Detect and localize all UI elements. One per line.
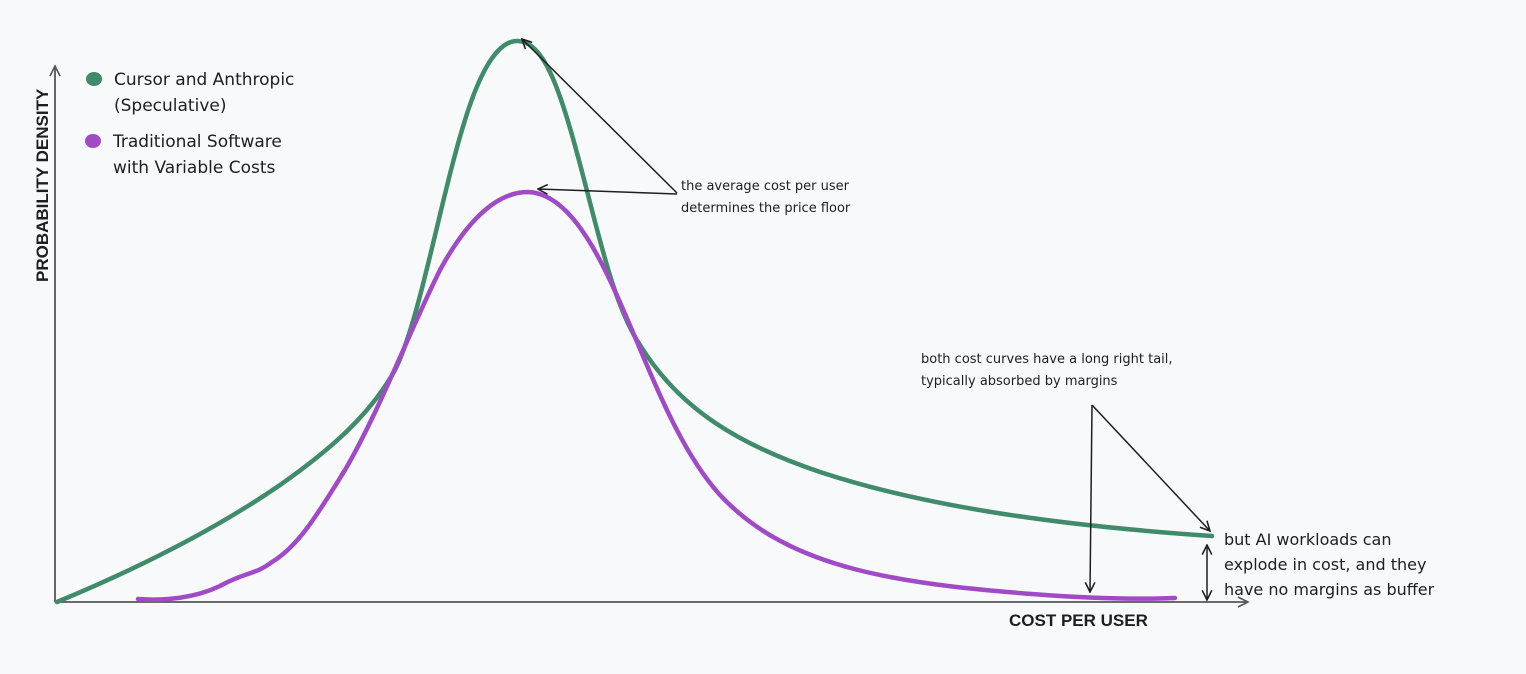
series-traditional-software-curve [135,189,1178,602]
series-cursor-anthropic-curve [54,38,1215,605]
arrow-to-purple-tail [1090,404,1092,592]
legend-label: Cursor and Anthropic [114,70,294,90]
annotation-text-line1: but AI workloads can [1224,530,1391,549]
arrow-to-purple-peak [538,189,678,194]
annotation-text-line1: the average cost per user [681,179,850,194]
arrow-to-green-peak [522,39,678,194]
x-axis-label: COST PER USER [1009,611,1148,630]
annotation-text-line1: both cost curves have a long right tail, [921,352,1173,367]
annotation-text-line3: have no margins as buffer [1224,580,1435,599]
annotation-text-line2: explode in cost, and they [1224,555,1426,574]
legend-item-cursor-anthropic: Cursor and Anthropic (Speculative) [86,70,294,116]
legend-swatch-green [86,72,102,86]
legend-label: Traditional Software [112,132,282,152]
legend-label-line2: with Variable Costs [113,158,275,178]
y-axis-label: PROBABILITY DENSITY [33,88,52,282]
legend-label-line2: (Speculative) [114,96,226,116]
annotation-long-tail: both cost curves have a long right tail,… [921,352,1210,592]
legend-item-traditional-software: Traditional Software with Variable Costs [85,132,282,178]
arrow-to-green-tail [1091,404,1210,531]
axes [55,66,1248,602]
annotation-text-line2: determines the price floor [681,201,851,216]
annotation-price-floor: the average cost per user determines the… [522,39,851,216]
legend-swatch-purple [85,134,101,148]
annotation-text-line2: typically absorbed by margins [921,374,1118,389]
legend: Cursor and Anthropic (Speculative) Tradi… [85,70,294,178]
annotation-explode: but AI workloads can explode in cost, an… [1207,530,1435,600]
